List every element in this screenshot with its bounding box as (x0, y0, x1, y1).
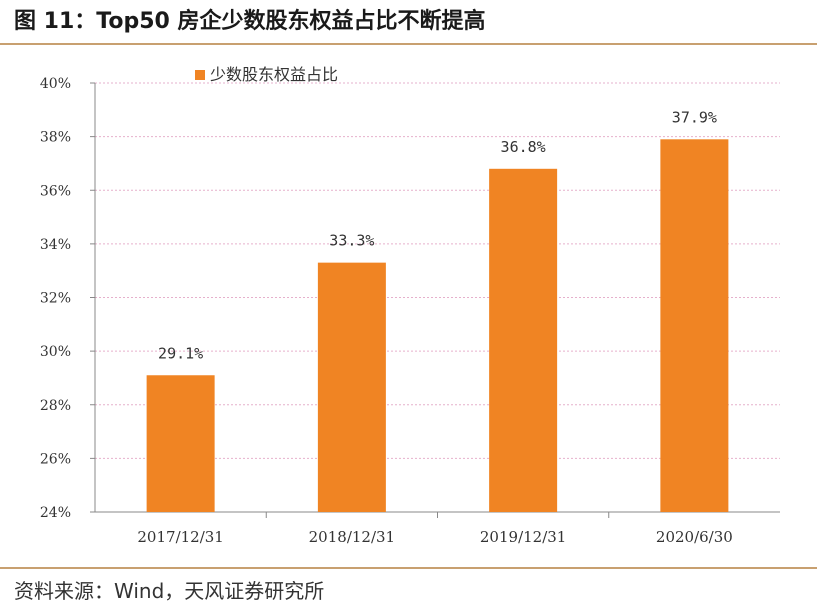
data-label: 37.9% (672, 108, 717, 126)
x-tick-label: 2019/12/31 (480, 528, 566, 546)
y-tick-label: 34% (40, 237, 71, 253)
data-label: 36.8% (501, 138, 546, 156)
title-divider (0, 43, 817, 45)
x-tick-label: 2020/6/30 (656, 528, 733, 546)
data-label: 33.3% (329, 232, 374, 250)
legend-label: 少数股东权益占比 (210, 65, 338, 84)
y-tick-label: 24% (40, 505, 71, 521)
y-tick-label: 38% (40, 130, 71, 146)
y-tick-label: 30% (40, 344, 71, 360)
source-divider (0, 567, 817, 569)
x-tick-label: 2017/12/31 (137, 528, 223, 546)
y-tick-label: 36% (40, 183, 71, 199)
y-tick-label: 28% (40, 398, 71, 414)
legend-swatch (195, 70, 205, 80)
y-tick-label: 40% (40, 76, 71, 92)
chart-title: 图 11：Top50 房企少数股东权益占比不断提高 (14, 9, 486, 34)
bar (146, 375, 215, 512)
source-note: 资料来源：Wind，天风证券研究所 (14, 579, 325, 603)
bar-chart: 24% 26% 28% 30% 32% 34% 36% 38% 40% 29.1% 2017/12/… (40, 65, 780, 546)
x-tick-label: 2018/12/31 (309, 528, 395, 546)
y-tick-label: 26% (40, 451, 71, 467)
data-label: 29.1% (158, 344, 203, 362)
y-tick-label: 32% (40, 291, 71, 307)
bar (317, 262, 386, 512)
bar (660, 139, 729, 512)
bar (489, 168, 558, 513)
